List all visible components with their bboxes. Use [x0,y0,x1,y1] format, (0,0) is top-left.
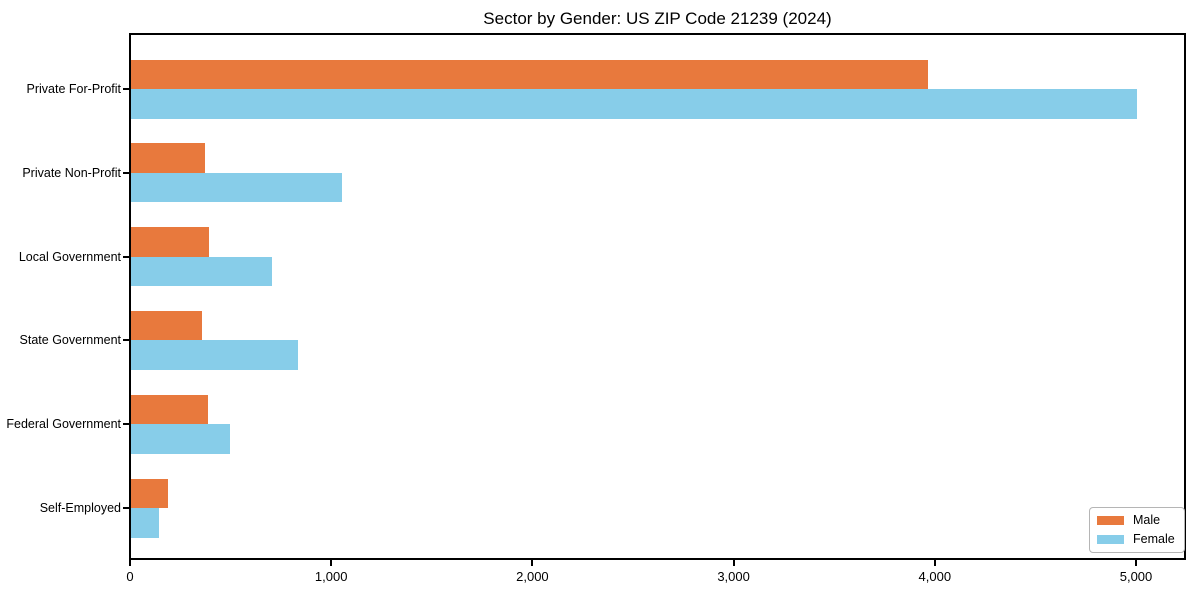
x-tick-label: 1,000 [314,569,348,584]
bar-female-private-non-profit [131,172,343,203]
chart-title: Sector by Gender: US ZIP Code 21239 (202… [483,9,832,28]
bar-female-self-employed [131,508,160,538]
x-tick-label: 2,000 [516,569,549,584]
y-axis-label: Self-Employed [39,501,121,515]
plot-area [129,33,1186,560]
legend-swatch-icon [1097,535,1124,544]
bar-male-federal-government [131,394,209,425]
bar-male-private-for-profit [131,59,928,89]
bar-male-private-non-profit [131,143,206,173]
bar-female-federal-government [131,424,230,454]
legend-swatch-icon [1097,516,1124,525]
y-tick-mark [123,339,129,342]
legend: Male Female [1089,507,1185,553]
legend-entry-female: Female [1097,532,1175,547]
y-tick-mark [123,255,129,258]
bar-female-state-government [131,340,298,370]
y-tick-mark [123,423,129,426]
x-tick-mark [1135,560,1137,566]
x-tick-label: 5,000 [1119,569,1153,584]
x-tick-label: 4,000 [918,569,952,584]
x-tick-label: 0 [126,569,134,584]
y-axis-label: Federal Government [6,417,121,432]
legend-entry-male: Male [1097,513,1175,528]
legend-label: Male [1133,513,1161,527]
y-axis-label: Private For-Profit [26,82,121,96]
x-tick-mark [330,560,333,566]
y-tick-mark [123,88,129,90]
x-tick-mark [531,560,534,566]
y-tick-mark [123,507,129,509]
bar-female-private-for-profit [131,89,1137,119]
y-axis-label: Private Non-Profit [22,165,121,180]
bar-male-local-government [131,227,210,257]
bar-male-self-employed [131,478,169,508]
y-tick-mark [123,171,129,174]
x-tick-mark [129,560,131,566]
y-axis-label: State Government [19,333,121,348]
bar-female-local-government [131,256,272,287]
legend-label: Female [1133,532,1175,546]
x-tick-label: 3,000 [717,569,750,584]
y-axis-label: Local Government [18,249,121,264]
x-tick-mark [933,560,936,566]
bar-male-state-government [131,310,203,341]
x-tick-mark [732,560,735,566]
